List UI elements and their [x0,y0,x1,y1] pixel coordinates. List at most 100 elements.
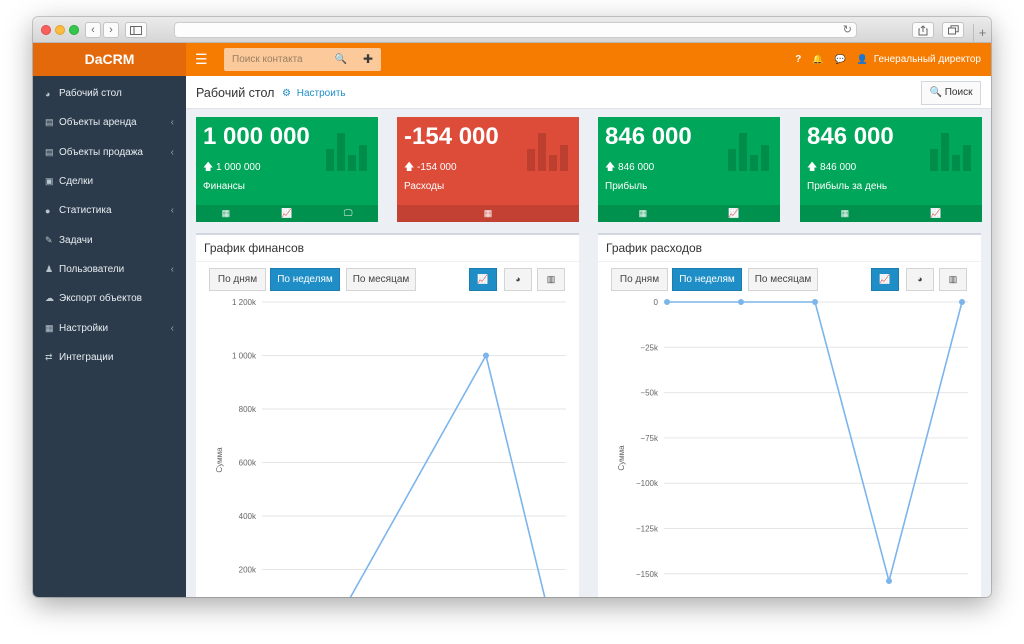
data-point[interactable] [738,299,744,305]
pie-chart-button[interactable]: ◕ [504,268,532,291]
briefcase-icon: ▣ [45,176,54,187]
help-icon[interactable]: ? [795,54,802,65]
new-tab-button[interactable]: + [973,24,991,43]
sidebar-item-label: Экспорт объектов [59,293,142,305]
minimize-window-button[interactable] [55,25,65,35]
sidebar-item-label: Настройки [59,322,109,334]
table-icon[interactable]: ▦ [483,208,493,218]
data-point[interactable] [959,299,965,305]
search-icon[interactable]: 🔍 [334,54,348,65]
line-chart: 0 −25k −50k −75k −100k −125k −150k Сумма [617,298,968,585]
browser-toolbar: ‹ › ↻ + [33,17,991,43]
table-icon[interactable]: ▦ [638,208,648,218]
bar-chart-button[interactable]: ▥ [939,268,967,291]
sidebar-item[interactable]: ◕ Рабочий стол [33,79,186,108]
bar-chart-icon: ▥ [546,274,556,284]
sidebar-item[interactable]: ▦ Настройки ‹ [33,313,186,342]
sidebar-item[interactable]: ⇄ Интеграции [33,343,186,372]
plus-icon: + [978,25,987,40]
period-button[interactable]: По месяцам [346,268,416,291]
sidebar-item-label: Объекты продажа [59,146,143,158]
sidebar-item[interactable]: ▤ Объекты продажа ‹ [33,138,186,167]
line-chart-button[interactable]: 📈 [469,268,497,291]
data-point[interactable] [483,352,489,359]
chevron-right-icon: › [109,24,113,36]
period-button[interactable]: По неделям [672,268,742,291]
sidebar-item[interactable]: ♟ Пользователи ‹ [33,255,186,284]
table-icon[interactable]: ▦ [840,208,850,218]
settings-list-icon: ▦ [45,322,54,333]
line-chart-button[interactable]: 📈 [871,268,899,291]
sidebar-item[interactable]: ● Статистика ‹ [33,196,186,225]
gear-icon: ⚙ [282,88,291,99]
period-button[interactable]: По дням [209,268,266,291]
dashboard-icon: ◕ [45,88,51,99]
sidebar-item[interactable]: ▤ Объекты аренда ‹ [33,108,186,137]
user-menu[interactable]: 👤 Генеральный директор [857,54,981,65]
data-point[interactable] [812,299,818,305]
sidebar-item-label: Пользователи [59,263,125,275]
sidebar-toggle-button[interactable] [125,22,147,38]
tabs-icon [947,25,959,35]
brand-logo[interactable]: DaCRM [33,43,186,76]
chevron-left-icon: ‹ [170,263,174,275]
close-window-button[interactable] [41,25,51,35]
y-tick-label: −100k [636,479,659,488]
cloud-upload-icon: ☁ [45,293,54,304]
contact-search-input[interactable] [224,48,334,71]
search-button[interactable]: 🔍 Поиск [921,81,981,105]
bar-chart-icon [527,133,568,171]
chat-icon[interactable]: 💬 [834,54,846,64]
menu-icon[interactable]: ☰ [195,51,208,67]
table-icon[interactable]: ▦ [221,208,231,218]
stat-card-footer: ▦ 📈 [800,205,982,222]
forward-button[interactable]: › [103,22,119,38]
period-button[interactable]: По неделям [270,268,340,291]
sidebar-item[interactable]: ▣ Сделки [33,167,186,196]
user-icon: ♟ [45,263,54,274]
stat-card[interactable]: -154 000 🡅 -154 000 Расходы ▦ [397,117,579,222]
share-icon [918,25,928,36]
back-button[interactable]: ‹ [85,22,101,38]
line-chart: 200k 400k 600k 800k 1 000k 1 200k Сумма [215,298,566,597]
y-tick-label: −25k [640,343,659,352]
chevron-left-icon: ‹ [91,24,95,36]
reload-icon[interactable]: ↻ [842,24,852,36]
contact-search: 🔍 ✚ [224,48,381,71]
bar-chart-button[interactable]: ▥ [537,268,565,291]
y-tick-label: −75k [640,434,659,443]
data-point[interactable] [664,299,670,305]
pie-chart-icon: ◕ [515,274,521,284]
sidebar-item[interactable]: ☁ Экспорт объектов [33,284,186,313]
stat-value: 846 000 [807,123,894,150]
data-point[interactable] [886,578,892,585]
y-tick-label: 400k [239,512,257,521]
line-chart-icon[interactable]: 📈 [281,208,293,218]
expenses-chart-panel: График расходов По дням По неделям По меся… [598,233,981,597]
browser-window: ‹ › ↻ + DaCRM ☰ 🔍 ✚ ? 🔔 💬 👤 Ген [33,17,991,597]
period-button[interactable]: По месяцам [748,268,818,291]
bell-icon[interactable]: 🔔 [812,54,824,64]
stat-card[interactable]: 846 000 🡅 846 000 Прибыль ▦ 📈 [598,117,780,222]
configure-link[interactable]: ⚙ Настроить [282,88,346,99]
sidebar-item[interactable]: ✎ Задачи [33,225,186,254]
zoom-window-button[interactable] [69,25,79,35]
pie-chart-button[interactable]: ◕ [906,268,934,291]
line-chart-icon[interactable]: 📈 [728,208,740,218]
period-button[interactable]: По дням [611,268,668,291]
share-button[interactable] [912,22,934,38]
monitor-icon[interactable]: 🖵 [343,208,353,218]
pie-chart-icon: ◕ [917,274,923,284]
stat-card[interactable]: 1 000 000 🡅 1 000 000 Финансы ▦ 📈 🖵 [196,117,378,222]
add-contact-icon[interactable]: ✚ [362,52,374,66]
page-header: Рабочий стол ⚙ Настроить 🔍 Поиск [186,76,991,109]
line-chart-icon[interactable]: 📈 [930,208,942,218]
tabs-overview-button[interactable] [942,22,964,38]
stat-card-footer: ▦ 📈 [598,205,780,222]
y-axis-label: Сумма [617,445,626,471]
address-bar[interactable]: ↻ [174,22,857,38]
y-tick-label: 1 200k [232,298,257,307]
y-tick-label: −150k [636,570,659,579]
stat-card[interactable]: 846 000 🡅 846 000 Прибыль за день ▦ 📈 [800,117,982,222]
y-tick-label: 0 [654,298,659,307]
